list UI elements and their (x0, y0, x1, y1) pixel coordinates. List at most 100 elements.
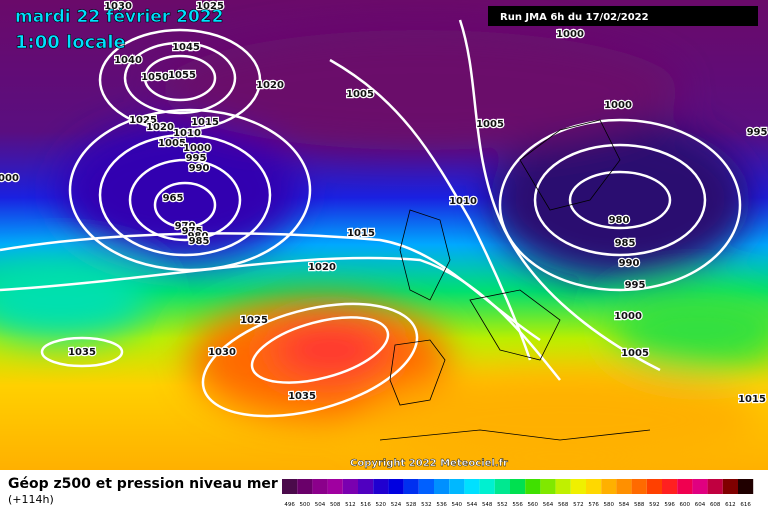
isobar-label: 1005 (621, 348, 649, 359)
isobar-label: 1005 (158, 138, 186, 149)
isobar-label: 1030 (104, 1, 132, 12)
legend-label: 556 (512, 502, 523, 508)
isobar-label: 985 (615, 238, 636, 249)
legend-label: 560 (528, 502, 539, 508)
legend-label: 512 (345, 502, 356, 508)
legend-swatch (312, 479, 328, 494)
isobar-label: 965 (163, 193, 184, 204)
legend-swatch (646, 479, 662, 494)
legend-label: 576 (588, 502, 599, 508)
isobar-label: 995 (747, 127, 768, 138)
legend-label: 604 (695, 502, 706, 508)
legend-swatch (540, 479, 556, 494)
isobar-label: 1040 (114, 55, 142, 66)
legend-label: 584 (619, 502, 630, 508)
legend-swatch (616, 479, 632, 494)
legend-label: 536 (436, 502, 447, 508)
isobar-label: 1020 (146, 122, 174, 133)
isobar-label: 1005 (346, 89, 374, 100)
legend-label: 580 (604, 502, 615, 508)
color-legend: 496 500 504 508 512 516 520 524 528 532 536 540 544 5… (282, 479, 754, 508)
legend-label: 544 (467, 502, 478, 508)
isobar-label: 990 (619, 258, 640, 269)
isobar-label: 1010 (173, 128, 201, 139)
isobar-label: 1055 (168, 70, 196, 81)
isobar-label: 1000 (556, 29, 584, 40)
legend-swatch (510, 479, 526, 494)
legend-swatch (449, 479, 465, 494)
legend-swatch (282, 479, 298, 494)
legend-label: 568 (558, 502, 569, 508)
isobar-label: 1045 (172, 42, 200, 53)
isobar-label: 1010 (449, 196, 477, 207)
forecast-date: mardi 22 février 2022 (15, 7, 223, 27)
legend-swatch (631, 479, 647, 494)
legend-swatch (479, 479, 495, 494)
isobars (0, 19, 742, 418)
isobar-label: 1020 (308, 262, 336, 273)
isobar-label: 990 (189, 163, 210, 174)
legend-swatch (494, 479, 510, 494)
legend-label: 572 (573, 502, 584, 508)
legend-label: 504 (315, 502, 326, 508)
legend-swatch (677, 479, 693, 494)
isobar-label: 1030 (208, 347, 236, 358)
isobar-label: 985 (189, 236, 210, 247)
legend-swatch (388, 479, 404, 494)
isobar-label: 975 (182, 226, 203, 237)
legend-label: 548 (482, 502, 493, 508)
legend-swatch (342, 479, 358, 494)
isobar-label: 1015 (347, 228, 375, 239)
legend-label: 564 (543, 502, 554, 508)
legend-swatch (434, 479, 450, 494)
isobar-label: 1025 (240, 315, 268, 326)
legend-label: 592 (649, 502, 660, 508)
isobar-label: 1000 (183, 143, 211, 154)
legend-label: 608 (710, 502, 721, 508)
isobar-label: 995 (625, 280, 646, 291)
coastlines (379, 119, 651, 441)
legend-label: 596 (664, 502, 675, 508)
legend-label: 524 (391, 502, 402, 508)
legend-label: 540 (452, 502, 463, 508)
isobar-label: 980 (188, 231, 209, 242)
legend-swatch (570, 479, 586, 494)
legend-label: 508 (330, 502, 341, 508)
legend-label: 500 (300, 502, 311, 508)
isobar-label: 1000 (614, 311, 642, 322)
legend-swatch (555, 479, 571, 494)
isobar-label: 1015 (738, 394, 766, 405)
isobar-label: 1020 (256, 80, 284, 91)
legend-swatch (358, 479, 374, 494)
legend-swatch (738, 479, 754, 494)
legend-swatch (403, 479, 419, 494)
run-info: Run JMA 6h du 17/02/2022 (500, 12, 649, 23)
legend-swatch (662, 479, 678, 494)
legend-swatch (327, 479, 343, 494)
legend-label: 600 (680, 502, 691, 508)
legend-swatch (297, 479, 313, 494)
isobar-label: 980 (609, 215, 630, 226)
legend-swatch (707, 479, 723, 494)
isobar-label: 1050 (141, 72, 169, 83)
legend-swatch (525, 479, 541, 494)
isobar-label: 1005 (476, 119, 504, 130)
legend-label: 612 (725, 502, 736, 508)
isobar-label: 1035 (68, 347, 96, 358)
legend-swatch (692, 479, 708, 494)
legend-label: 588 (634, 502, 645, 508)
legend-label: 616 (740, 502, 751, 508)
isobar-label: 1035 (288, 391, 316, 402)
legend-swatch (722, 479, 738, 494)
isobar-label: 1025 (129, 115, 157, 126)
legend-label: 516 (360, 502, 371, 508)
isobar-label: 995 (186, 153, 207, 164)
isobar-label: 1000 (0, 173, 19, 184)
legend-label: 552 (497, 502, 508, 508)
legend-swatch (586, 479, 602, 494)
legend-label: 496 (284, 502, 295, 508)
lead-time: (+114h) (8, 493, 54, 506)
